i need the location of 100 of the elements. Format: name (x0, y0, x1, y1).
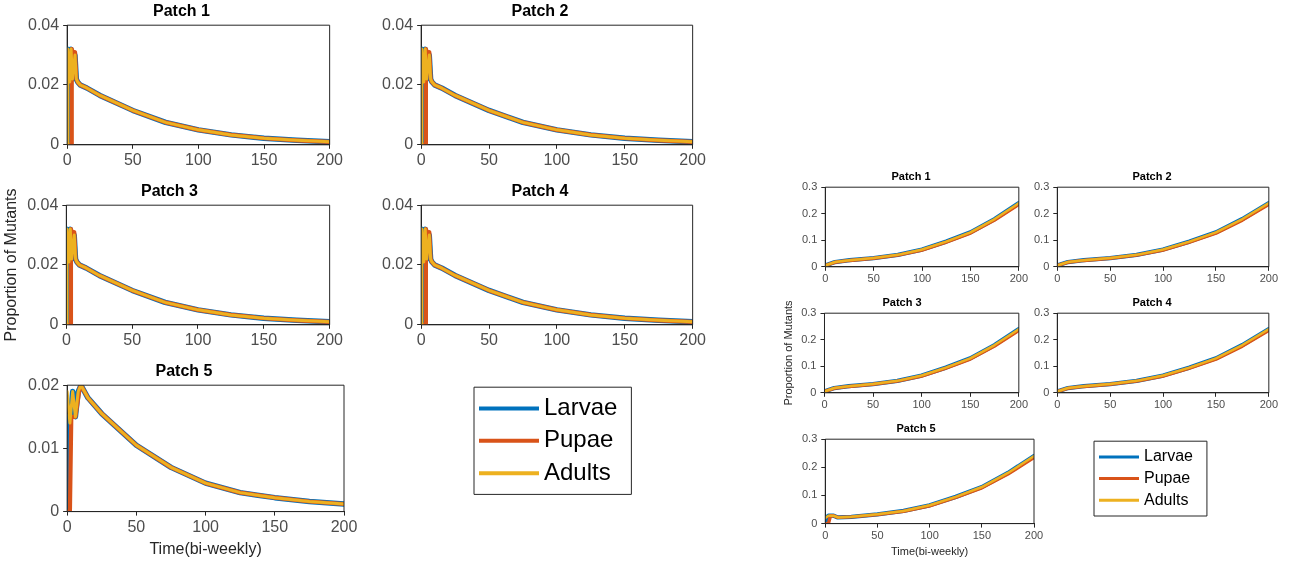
y-tick-label: 0 (810, 385, 817, 398)
x-axis-title: Time(bi-weekly) (891, 545, 969, 558)
y-tick-label: 0.2 (801, 460, 818, 473)
y-tick-label: 0.3 (1033, 306, 1050, 319)
x-tick-label: 200 (330, 517, 358, 535)
x-tick-label: 0 (1054, 398, 1061, 411)
x-tick-label: 150 (250, 150, 278, 168)
chart-title: Patch 4 (511, 182, 569, 200)
x-tick-label: 100 (912, 398, 931, 411)
y-tick-label: 0.04 (27, 195, 59, 213)
x-tick-label: 200 (316, 150, 344, 168)
y-axis-title: Proportion of Mutants (781, 299, 794, 406)
y-tick-label: 0 (404, 135, 414, 153)
y-tick-label: 0.2 (801, 206, 818, 219)
x-tick-label: 100 (920, 529, 939, 542)
x-tick-label: 0 (416, 150, 426, 168)
y-tick-label: 0.3 (1033, 180, 1050, 193)
chart-title: Patch 2 (1132, 169, 1172, 182)
y-tick-label: 0.02 (28, 75, 60, 93)
y-tick-label: 0.3 (801, 432, 818, 445)
x-tick-label: 100 (1153, 398, 1173, 411)
y-tick-label: 0.04 (382, 15, 414, 33)
x-tick-label: 200 (1009, 272, 1028, 285)
x-tick-label: 50 (1104, 272, 1117, 285)
x-tick-label: 200 (1259, 272, 1278, 285)
x-tick-label: 200 (1024, 529, 1044, 542)
y-tick-label: 0 (1043, 385, 1050, 398)
x-tick-label: 150 (972, 529, 991, 542)
chart-title: Patch 5 (155, 362, 213, 380)
x-tick-label: 100 (185, 150, 212, 168)
x-tick-label: 0 (821, 398, 828, 411)
x-tick-label: 50 (867, 272, 880, 285)
y-tick-label: 0.04 (382, 195, 414, 213)
y-tick-label: 0.3 (801, 306, 817, 319)
y-tick-label: 0.1 (801, 488, 818, 501)
y-tick-label: 0.1 (801, 233, 818, 246)
x-tick-label: 100 (192, 517, 220, 535)
chart-title: Patch 1 (153, 2, 211, 20)
y-tick-label: 0.04 (28, 15, 60, 33)
x-tick-label: 150 (261, 517, 289, 535)
y-tick-label: 0.01 (28, 438, 60, 456)
x-tick-label: 150 (961, 272, 980, 285)
y-tick-label: 0.02 (382, 75, 414, 93)
x-tick-label: 150 (611, 150, 639, 168)
y-tick-label: 0.2 (1033, 206, 1050, 219)
x-tick-label: 50 (480, 150, 499, 168)
y-tick-label: 0 (1043, 259, 1050, 272)
x-tick-label: 0 (416, 330, 426, 348)
x-tick-label: 150 (1206, 272, 1226, 285)
y-tick-label: 0.02 (382, 255, 414, 273)
chart-title: Patch 1 (891, 169, 931, 182)
y-tick-label: 0 (811, 259, 818, 272)
legend-label: Larvae (1144, 447, 1194, 465)
x-axis-title: Time(bi-weekly) (149, 539, 262, 557)
x-tick-label: 200 (679, 330, 707, 348)
x-tick-label: 200 (316, 330, 344, 348)
y-tick-label: 0 (50, 135, 60, 153)
y-tick-label: 0.1 (801, 359, 817, 372)
x-tick-label: 0 (822, 529, 829, 542)
x-tick-label: 200 (1259, 398, 1278, 411)
x-tick-label: 50 (480, 330, 499, 348)
x-tick-label: 150 (250, 330, 278, 348)
y-axis-title: Proportion of Mutants (2, 188, 20, 342)
legend-label: Adults (1144, 490, 1189, 508)
x-tick-label: 0 (61, 330, 71, 348)
y-tick-label: 0.1 (1033, 359, 1050, 372)
chart-title: Patch 3 (141, 182, 199, 200)
x-tick-label: 0 (822, 272, 829, 285)
x-tick-label: 100 (912, 272, 932, 285)
x-tick-label: 100 (543, 330, 571, 348)
legend-label: Larvae (544, 393, 618, 421)
y-tick-label: 0 (49, 315, 59, 333)
x-tick-label: 0 (62, 517, 72, 535)
x-tick-label: 50 (871, 529, 884, 542)
chart-title: Patch 3 (882, 295, 922, 308)
y-tick-label: 0 (404, 315, 414, 333)
y-tick-label: 0.3 (801, 180, 818, 193)
legend-label: Pupae (1144, 469, 1191, 487)
x-tick-label: 150 (1206, 398, 1226, 411)
y-tick-label: 0.2 (801, 332, 817, 345)
y-tick-label: 0.02 (28, 375, 60, 393)
legend-label: Adults (544, 457, 611, 485)
x-tick-label: 150 (961, 398, 980, 411)
x-tick-label: 50 (1104, 398, 1117, 411)
y-tick-label: 0.1 (1033, 233, 1050, 246)
x-tick-label: 50 (123, 150, 142, 168)
x-tick-label: 50 (866, 398, 880, 411)
chart-title: Patch 2 (511, 2, 569, 20)
x-tick-label: 100 (543, 150, 571, 168)
chart-title: Patch 5 (896, 421, 936, 434)
x-tick-label: 100 (1153, 272, 1173, 285)
y-tick-label: 0.02 (27, 255, 59, 273)
x-tick-label: 100 (184, 330, 212, 348)
x-tick-label: 50 (127, 517, 146, 535)
x-tick-label: 50 (123, 330, 142, 348)
x-tick-label: 200 (1009, 398, 1028, 411)
legend-label: Pupae (544, 425, 614, 453)
y-tick-label: 0.2 (1033, 332, 1050, 345)
y-tick-label: 0 (50, 502, 60, 520)
x-tick-label: 0 (62, 150, 72, 168)
